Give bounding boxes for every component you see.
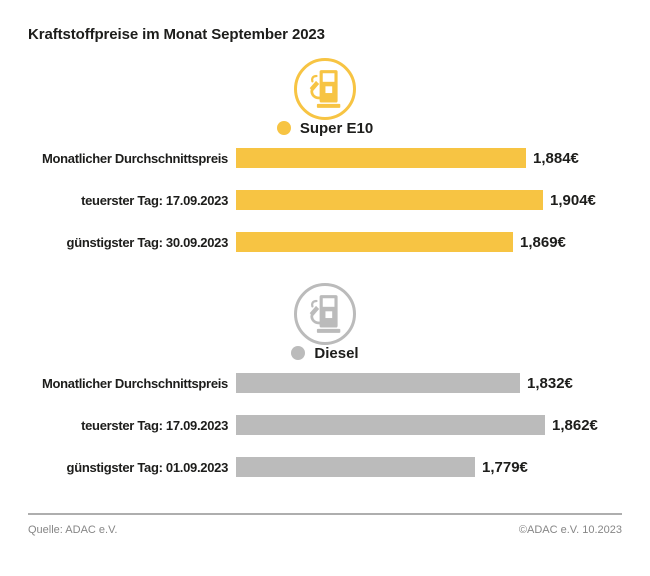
bar-value: 1,884€	[533, 149, 579, 167]
bar-label: günstigster Tag: 30.09.2023	[66, 234, 229, 250]
diesel-bar-chart: Monatlicher Durchschnittspreis 1,832€ te…	[28, 373, 650, 499]
bar-super-e10-most-expensive-day	[236, 190, 543, 210]
diesel-pump-circle	[294, 283, 356, 345]
super-e10-legend-dot	[276, 121, 291, 135]
bar-diesel-most-expensive-day	[236, 415, 545, 435]
bar-label: teuerster Tag: 17.09.2023	[81, 192, 228, 208]
copyright-note: ©ADAC e.V. 10.2023	[518, 524, 622, 536]
bar-label: Monatlicher Durchschnittspreis	[41, 150, 228, 166]
bar-row: teuerster Tag: 17.09.2023 1,904€	[28, 190, 650, 210]
bar-value: 1,862€	[552, 416, 598, 434]
bar-row: günstigster Tag: 01.09.2023 1,779€	[28, 457, 650, 477]
fuel-pump-icon	[309, 70, 341, 108]
super-e10-legend-label: Super E10	[299, 119, 374, 137]
footer-divider	[28, 513, 622, 515]
bar-value: 1,832€	[527, 374, 573, 392]
bar-value: 1,779€	[482, 458, 528, 476]
bar-row: Monatlicher Durchschnittspreis 1,884€	[28, 148, 650, 168]
chart-title: Kraftstoffpreise im Monat September 2023	[28, 26, 325, 43]
bar-super-e10-average	[236, 148, 526, 168]
source-note: Quelle: ADAC e.V.	[28, 524, 118, 536]
super-e10-pump-circle	[294, 58, 356, 120]
bar-row: Monatlicher Durchschnittspreis 1,832€	[28, 373, 650, 393]
bar-value: 1,904€	[550, 191, 596, 209]
bar-diesel-average	[236, 373, 520, 393]
diesel-legend-label: Diesel	[314, 344, 359, 362]
bar-value: 1,869€	[520, 233, 566, 251]
super-e10-legend: Super E10	[0, 119, 650, 137]
bar-label: teuerster Tag: 17.09.2023	[81, 417, 228, 433]
bar-row: teuerster Tag: 17.09.2023 1,862€	[28, 415, 650, 435]
bar-row: günstigster Tag: 30.09.2023 1,869€	[28, 232, 650, 252]
super-e10-bar-chart: Monatlicher Durchschnittspreis 1,884€ te…	[28, 148, 650, 274]
diesel-legend-dot	[291, 346, 306, 360]
fuel-pump-icon	[309, 295, 341, 333]
bar-diesel-cheapest-day	[236, 457, 475, 477]
bar-super-e10-cheapest-day	[236, 232, 513, 252]
diesel-legend: Diesel	[0, 344, 650, 362]
bar-label: günstigster Tag: 01.09.2023	[66, 459, 229, 475]
bar-label: Monatlicher Durchschnittspreis	[41, 375, 228, 391]
